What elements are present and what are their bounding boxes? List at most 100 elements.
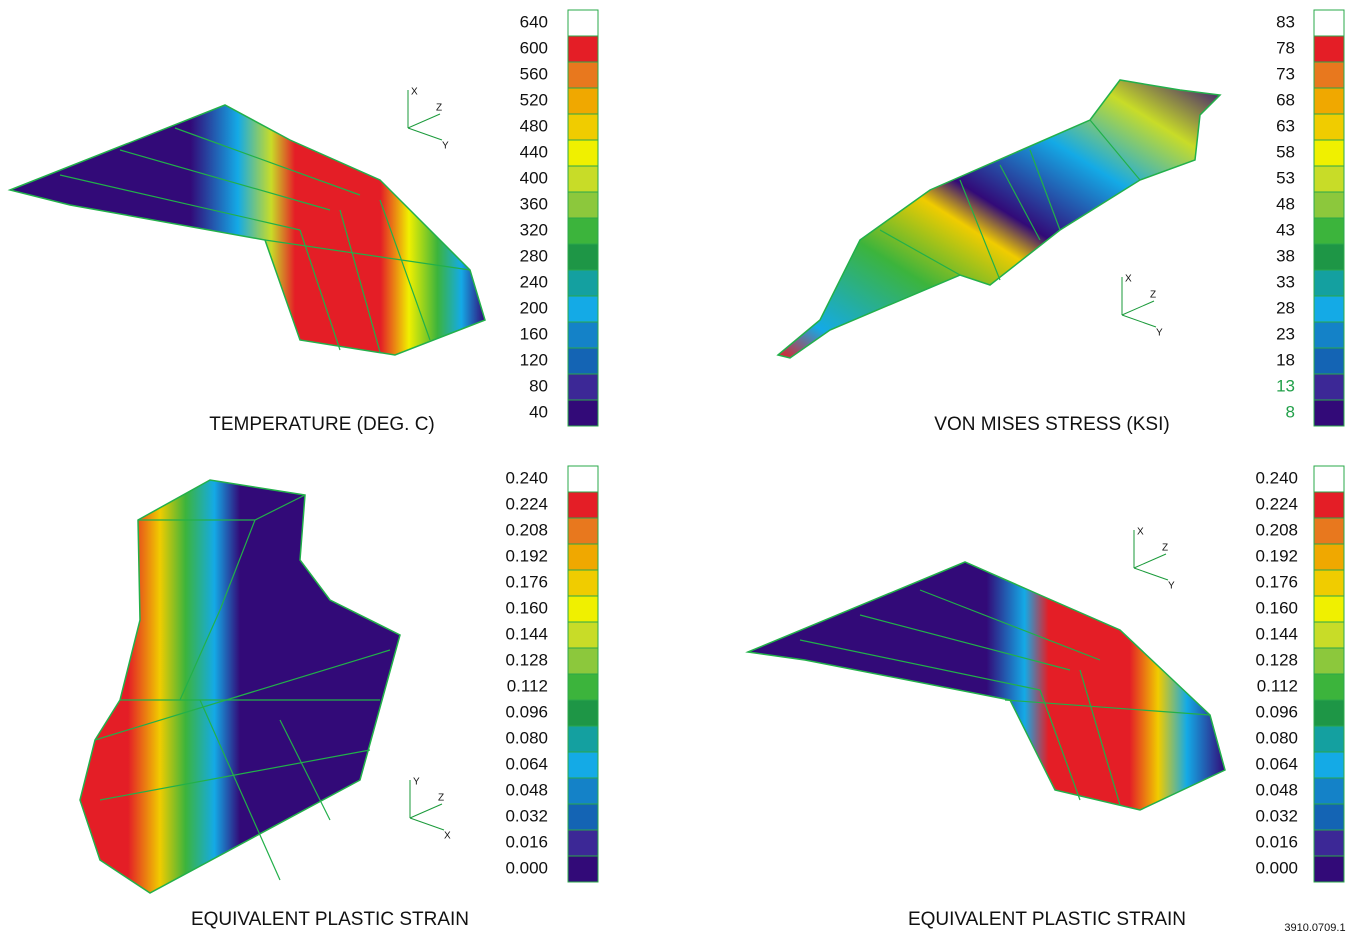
scale-box [1314,726,1344,752]
scale-label: 0.192 [505,546,548,565]
axis-label: Y [1156,328,1163,339]
scale-box [1314,114,1344,140]
scale-box [568,596,598,622]
scale-box [1314,570,1344,596]
scale-label: 400 [520,168,548,187]
scale-box [568,492,598,518]
scale-label: 0.000 [1255,858,1298,877]
scale-label: 0.192 [1255,546,1298,565]
scale-box [568,648,598,674]
scale-box [1314,270,1344,296]
scale-box [1314,62,1344,88]
scale-box [568,674,598,700]
scale-box [1314,322,1344,348]
scale-box [1314,492,1344,518]
axis-line [1122,301,1154,315]
scale-label: 0.096 [1255,702,1298,721]
scale-box [1314,518,1344,544]
axis-line [1134,554,1166,568]
scale-box [1314,830,1344,856]
axis-line [408,114,440,128]
scale-label: 640 [520,12,548,31]
axis-line [1134,568,1168,580]
axis-label: Z [436,103,442,114]
scale-box [1314,752,1344,778]
scale-box [568,10,598,36]
axis-line [410,818,444,830]
scale-label: 73 [1276,64,1295,83]
scale-label: 58 [1276,142,1295,161]
scale-box [1314,140,1344,166]
scale-box [568,700,598,726]
scale-label: 40 [529,402,548,421]
scale-box [568,400,598,426]
axis-label: X [1137,527,1144,538]
scale-box [568,752,598,778]
scale-box [1314,400,1344,426]
axis-label: Y [413,777,420,788]
scale-box [568,244,598,270]
scale-box [568,114,598,140]
caption: EQUIVALENT PLASTIC STRAIN [191,909,469,930]
scale-label: 600 [520,38,548,57]
figure: 3910.0709.1 TEMPERATURE (DEG. C)64060056… [0,0,1355,939]
scale-box [1314,778,1344,804]
axis-line [410,804,442,818]
axis-label: Y [1168,581,1175,592]
scale-box [568,544,598,570]
scale-box [568,218,598,244]
scale-label: 480 [520,116,548,135]
model-strain-a [80,480,400,893]
scale-box [1314,596,1344,622]
scale-label: 0.176 [1255,572,1298,591]
scale-box [568,374,598,400]
scale-box [1314,674,1344,700]
scale-box [1314,244,1344,270]
scale-label: 0.064 [505,754,548,773]
scale-label: 0.208 [1255,520,1298,539]
scale-box [568,726,598,752]
scale-box [568,778,598,804]
scale-box [568,270,598,296]
scale-label: 23 [1276,324,1295,343]
scale-label: 38 [1276,246,1295,265]
axis-label: Z [438,793,444,804]
scale-label: 0.144 [505,624,548,643]
scale-box [1314,856,1344,882]
scale-label: 0.080 [505,728,548,747]
scale-box [568,62,598,88]
caption: EQUIVALENT PLASTIC STRAIN [908,909,1186,930]
scale-box [1314,466,1344,492]
scale-box [568,296,598,322]
scale-box [1314,10,1344,36]
scale-label: 0.064 [1255,754,1298,773]
scale-label: 80 [529,376,548,395]
scale-label: 0.080 [1255,728,1298,747]
scale-box [568,804,598,830]
scale-label: 28 [1276,298,1295,317]
scale-label: 0.032 [1255,806,1298,825]
scale-label: 43 [1276,220,1295,239]
scale-label: 520 [520,90,548,109]
scale-box [568,466,598,492]
scale-label: 83 [1276,12,1295,31]
axis-label: X [1125,274,1132,285]
axis-label: Z [1150,290,1156,301]
scale-label: 0.224 [505,494,548,513]
scale-label: 13 [1276,376,1295,395]
scale-label: 200 [520,298,548,317]
model-stress [778,80,1220,358]
scale-box [1314,544,1344,570]
scale-box [1314,648,1344,674]
scale-label: 560 [520,64,548,83]
scale-box [568,322,598,348]
scale-label: 360 [520,194,548,213]
scale-label: 68 [1276,90,1295,109]
scale-box [1314,88,1344,114]
axis-label: Y [442,141,449,152]
scale-label: 0.240 [505,468,548,487]
scale-label: 320 [520,220,548,239]
scale-box [568,856,598,882]
scale-box [1314,622,1344,648]
scale-box [1314,36,1344,62]
